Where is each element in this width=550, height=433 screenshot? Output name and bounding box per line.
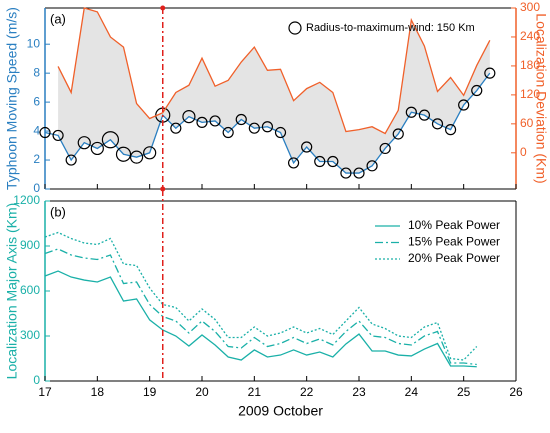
y-tick-label: 900 bbox=[20, 238, 40, 252]
rmw-marker bbox=[235, 113, 247, 126]
rmw-marker bbox=[90, 141, 104, 156]
rmw-marker bbox=[39, 126, 51, 139]
x-axis-label: 2009 October bbox=[238, 403, 323, 419]
rmw-marker bbox=[196, 116, 208, 128]
rmw-marker bbox=[129, 150, 144, 164]
x-tick-label: 23 bbox=[352, 385, 366, 399]
y-tick-label: 1200 bbox=[13, 193, 40, 207]
x-tick-label: 26 bbox=[509, 385, 523, 399]
size-legend-label: Radius-to-maximum-wind: 150 Km bbox=[306, 22, 475, 34]
rmw-marker bbox=[170, 122, 182, 134]
series-line bbox=[44, 248, 477, 366]
panel-label: (b) bbox=[50, 204, 66, 219]
rmw-marker bbox=[222, 126, 234, 139]
x-tick-label: 22 bbox=[300, 385, 314, 399]
rmw-marker bbox=[101, 131, 120, 149]
y2-tick-label: 300 bbox=[520, 0, 540, 14]
rmw-marker bbox=[418, 109, 431, 121]
rmw-marker bbox=[405, 106, 417, 118]
x-tick-label: 25 bbox=[457, 385, 471, 399]
rmw-marker bbox=[65, 154, 77, 166]
rmw-marker bbox=[327, 155, 339, 168]
y-tick-label: 10 bbox=[27, 36, 41, 50]
y-tick-label: 8 bbox=[33, 65, 40, 79]
legend-circle bbox=[288, 21, 302, 35]
y-axis-label: Localization Major Axis (Km) bbox=[4, 203, 20, 380]
x-tick-label: 24 bbox=[405, 385, 419, 399]
rmw-marker bbox=[458, 99, 470, 111]
rmw-marker bbox=[77, 136, 91, 150]
rmw-marker bbox=[484, 67, 496, 79]
legend-label: 20% Peak Power bbox=[408, 251, 500, 265]
legend-label: 10% Peak Power bbox=[408, 218, 500, 232]
series-line bbox=[44, 231, 478, 361]
y2-tick-label: 240 bbox=[520, 29, 540, 43]
y-axis-label: Typhoon Moving Speed (m/s) bbox=[4, 7, 20, 190]
y2-tick-label: 0 bbox=[520, 145, 527, 159]
rmw-marker bbox=[340, 167, 352, 179]
y2-tick-label: 60 bbox=[520, 116, 534, 130]
rmw-marker bbox=[301, 141, 313, 153]
rmw-marker bbox=[115, 146, 132, 162]
y-tick-label: 4 bbox=[33, 123, 40, 137]
x-tick-label: 18 bbox=[91, 385, 105, 399]
event-dot bbox=[160, 5, 166, 11]
y-tick-label: 300 bbox=[20, 328, 40, 342]
y-tick-label: 0 bbox=[33, 373, 40, 387]
y2-axis-label: Localization Deviation (Km) bbox=[533, 13, 549, 183]
series-line bbox=[57, 7, 491, 135]
y-tick-label: 2 bbox=[33, 152, 40, 166]
x-tick-label: 19 bbox=[143, 385, 157, 399]
rmw-marker bbox=[209, 115, 221, 127]
series-line bbox=[44, 270, 477, 368]
x-tick-label: 21 bbox=[248, 385, 262, 399]
rmw-marker bbox=[353, 167, 365, 179]
panel-label: (a) bbox=[50, 11, 66, 26]
legend-label: 15% Peak Power bbox=[408, 235, 500, 249]
y2-tick-label: 180 bbox=[520, 58, 540, 72]
rmw-marker bbox=[431, 118, 444, 130]
x-tick-label: 20 bbox=[195, 385, 209, 399]
rmw-marker bbox=[444, 124, 457, 136]
rmw-marker bbox=[182, 109, 196, 124]
rmw-marker bbox=[366, 160, 378, 172]
rmw-marker bbox=[471, 84, 483, 97]
rmw-marker bbox=[287, 157, 300, 169]
y-tick-label: 0 bbox=[33, 181, 40, 195]
y-tick-label: 600 bbox=[20, 283, 40, 297]
rmw-marker bbox=[392, 128, 404, 140]
rmw-marker bbox=[379, 142, 391, 155]
gap-fill bbox=[58, 8, 490, 174]
y-tick-label: 6 bbox=[33, 94, 40, 108]
rmw-marker bbox=[143, 146, 157, 160]
event-dot bbox=[160, 186, 166, 192]
rmw-marker bbox=[248, 122, 260, 134]
rmw-marker bbox=[274, 126, 287, 139]
x-tick-label: 17 bbox=[38, 385, 52, 399]
y2-tick-label: 120 bbox=[520, 87, 540, 101]
rmw-marker bbox=[261, 121, 274, 133]
rmw-marker bbox=[314, 155, 326, 168]
rmw-marker bbox=[52, 129, 64, 142]
